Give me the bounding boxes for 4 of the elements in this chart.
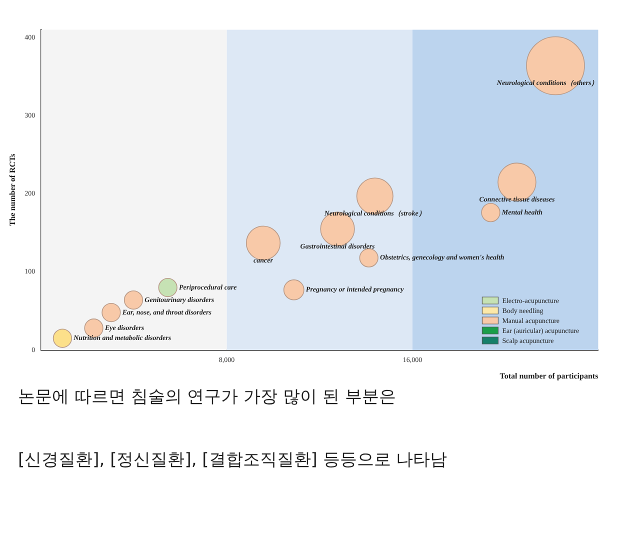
x-axis-title: Total number of participants xyxy=(500,371,598,380)
y-axis-title: The number of RCTs xyxy=(8,154,17,226)
text: 논문에 따르면 침술의 연구가 가장 많이 된 부분은 xyxy=(18,386,397,408)
text: [신경질환], [정신질환], [결합조직질환] 등등으로 나타남 xyxy=(18,449,448,471)
